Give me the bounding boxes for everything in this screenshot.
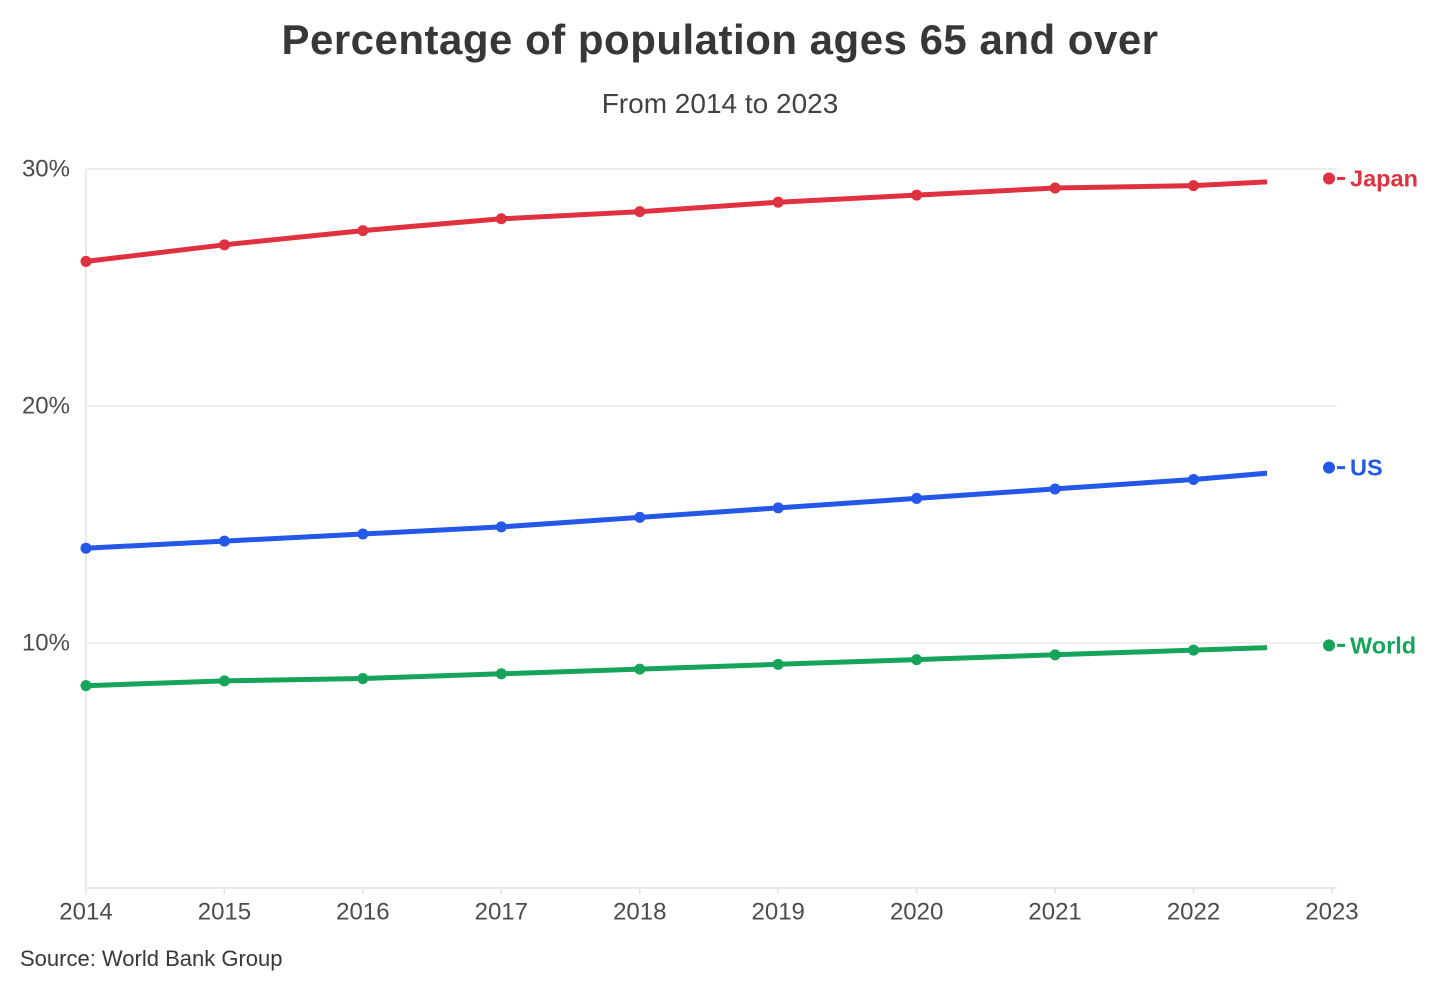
data-dot-us bbox=[357, 528, 369, 540]
x-tick-label: 2014 bbox=[59, 899, 112, 926]
page-subtitle: From 2014 to 2023 bbox=[601, 88, 839, 119]
data-dot-us bbox=[1188, 473, 1200, 485]
data-dot-japan bbox=[772, 196, 784, 208]
x-tick-label: 2017 bbox=[475, 899, 528, 926]
data-dot-japan bbox=[1049, 182, 1061, 194]
data-dot-world bbox=[1188, 644, 1200, 656]
data-dot-japan bbox=[1188, 180, 1200, 192]
series-line-us bbox=[85, 470, 1267, 551]
x-tick-label: 2020 bbox=[890, 899, 943, 926]
x-tick-label: 2019 bbox=[752, 899, 805, 926]
data-dot-world bbox=[218, 675, 230, 687]
data-dot-us bbox=[80, 542, 92, 554]
legend-label-japan: Japan bbox=[1350, 165, 1418, 191]
x-tick-label: 2018 bbox=[613, 899, 666, 926]
data-dot-us bbox=[218, 535, 230, 547]
y-tick-label: 20% bbox=[22, 393, 70, 420]
data-dot-japan bbox=[634, 206, 646, 218]
data-dot-world bbox=[772, 658, 784, 670]
data-dot-world bbox=[1049, 649, 1061, 661]
page-title: Percentage of population ages 65 and ove… bbox=[281, 16, 1159, 63]
source-note: Source: World Bank Group bbox=[20, 946, 283, 971]
data-dot-us bbox=[911, 492, 923, 504]
data-dot-us bbox=[495, 521, 507, 533]
x-tick-label: 2016 bbox=[336, 899, 389, 926]
data-dot-world bbox=[495, 668, 507, 680]
series-line-world bbox=[85, 645, 1267, 689]
data-dot-world bbox=[357, 673, 369, 685]
x-tick-label: 2021 bbox=[1028, 899, 1081, 926]
data-dot-world bbox=[911, 654, 923, 666]
x-tick-label: 2022 bbox=[1167, 899, 1220, 926]
y-tick-label: 30% bbox=[22, 156, 70, 183]
data-dot-japan bbox=[495, 213, 507, 225]
legend-label-world: World bbox=[1350, 632, 1416, 658]
legend-dot-japan bbox=[1323, 172, 1335, 185]
legend-label-us: US bbox=[1350, 455, 1383, 481]
data-dot-japan bbox=[218, 239, 230, 251]
x-tick-label: 2015 bbox=[198, 899, 251, 926]
legend-dot-us bbox=[1323, 461, 1335, 474]
data-dot-us bbox=[1049, 483, 1061, 495]
data-dot-japan bbox=[911, 189, 923, 201]
x-tick-label: 2023 bbox=[1305, 899, 1358, 926]
series-line-japan bbox=[85, 179, 1267, 264]
data-dot-us bbox=[772, 502, 784, 514]
data-dot-world bbox=[634, 663, 646, 675]
data-dot-japan bbox=[357, 225, 369, 237]
y-tick-label: 10% bbox=[22, 630, 70, 657]
data-dot-us bbox=[634, 511, 646, 523]
data-dot-world bbox=[80, 680, 92, 692]
data-dot-japan bbox=[80, 255, 92, 267]
legend-dot-world bbox=[1323, 639, 1335, 652]
